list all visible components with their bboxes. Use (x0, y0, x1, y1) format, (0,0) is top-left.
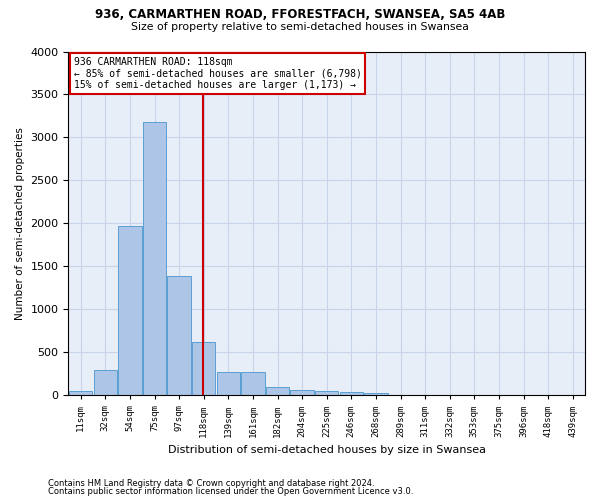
Bar (315, 391, 338, 396)
Bar (118, 226, 142, 396)
Bar (167, 276, 191, 396)
Bar (94, 370, 117, 396)
Bar (364, 393, 388, 396)
Bar (340, 392, 363, 396)
Bar (69, 391, 92, 396)
Text: Contains public sector information licensed under the Open Government Licence v3: Contains public sector information licen… (48, 487, 413, 496)
Bar (241, 372, 265, 396)
Text: Contains HM Land Registry data © Crown copyright and database right 2024.: Contains HM Land Registry data © Crown c… (48, 478, 374, 488)
Text: 936, CARMARTHEN ROAD, FFORESTFACH, SWANSEA, SA5 4AB: 936, CARMARTHEN ROAD, FFORESTFACH, SWANS… (95, 8, 505, 20)
Text: Size of property relative to semi-detached houses in Swansea: Size of property relative to semi-detach… (131, 22, 469, 32)
X-axis label: Distribution of semi-detached houses by size in Swansea: Distribution of semi-detached houses by … (168, 445, 486, 455)
Bar (266, 387, 289, 396)
Text: 936 CARMARTHEN ROAD: 118sqm
← 85% of semi-detached houses are smaller (6,798)
15: 936 CARMARTHEN ROAD: 118sqm ← 85% of sem… (74, 56, 361, 90)
Bar (389, 394, 412, 396)
Bar (290, 390, 314, 396)
Y-axis label: Number of semi-detached properties: Number of semi-detached properties (15, 127, 25, 320)
Bar (217, 372, 240, 396)
Bar (192, 342, 215, 396)
Bar (143, 122, 166, 396)
